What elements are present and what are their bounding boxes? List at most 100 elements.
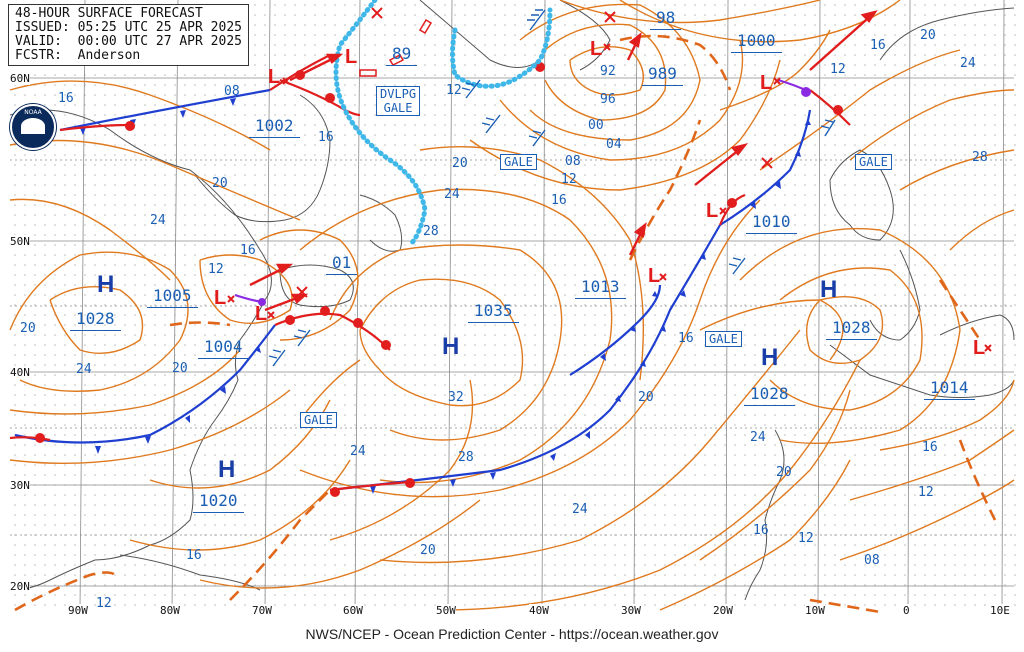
lon-label-90w: 90W [68,604,88,617]
warning-box-gale: GALE [300,412,337,428]
isobar-label: 20 [776,465,792,480]
forecast-header: 48-HOUR SURFACE FORECAST ISSUED: 05:25 UT… [8,4,249,66]
low-center-label: L [706,200,719,222]
isobar-label: 16 [922,440,938,455]
isobar-label: 20 [20,321,36,336]
isobar-label: 28 [423,224,439,239]
low-center-label: L [973,337,986,359]
warning-text: DVLPG [380,87,417,101]
low-pressure-value: 1004 [198,337,248,359]
isobar-label: 12 [918,485,934,500]
lon-label-0: 0 [903,604,910,617]
low-center-label: L [760,72,773,94]
lat-label-40n: 40N [10,366,30,379]
isobar-label: 16 [678,331,694,346]
coastlines [9,0,1015,601]
forecast-x-marks [296,7,773,298]
warning-box-gale: GALE [855,154,892,170]
isobar-label: 28 [458,450,474,465]
high-pressure-value: 1028 [744,384,794,406]
isobars [9,0,1015,611]
low-center-label: L [214,287,227,309]
isobar-label: 12 [208,262,224,277]
high-pressure-value: 1035 [468,301,518,323]
isobar-label: 16 [240,243,256,258]
high-center-label: H [820,276,838,303]
isobar-label: 24 [960,56,976,71]
isobar-label: 16 [186,548,202,563]
cold-fronts [14,88,812,492]
warning-box-gale: GALE [500,154,537,170]
lat-label-20n: 20N [10,580,30,593]
high-center-label: H [218,456,236,483]
isobar-label: 24 [572,502,588,517]
isobar-label: 08 [565,154,581,169]
warning-text: GALE [383,101,413,115]
low-pressure-value: 989 [642,64,683,86]
ice-edge [333,0,553,248]
warm-front-bumps [35,62,843,497]
isobar-label: 12 [446,83,462,98]
isobar-label: 32 [448,390,464,405]
lat-label-50n: 50N [10,235,30,248]
low-center-label: L [255,303,268,325]
low-center-label: L [268,66,281,88]
isobar-label: 24 [150,213,166,228]
forecast-title: 48-HOUR SURFACE FORECAST [15,6,203,21]
high-center-label: H [761,344,779,371]
footer-credit: NWS/NCEP - Ocean Prediction Center - htt… [305,626,719,642]
low-pressure-value: 89 [385,44,418,66]
wind-barbs [268,9,836,367]
lon-label-20w: 20W [713,604,733,617]
high-pressure-value: 1028 [826,318,876,340]
lon-label-80w: 80W [160,604,180,617]
low-pressure-value: 1002 [249,116,299,138]
isobar-label: 20 [172,361,188,376]
isobar-label: 20 [452,156,468,171]
isobar-label: 98 [649,8,682,30]
isobar-label: 24 [350,444,366,459]
high-pressure-value: 1028 [70,309,120,331]
isobar-label: 16 [318,130,334,145]
isobar-label: 20 [420,543,436,558]
isobar-label: 04 [606,137,622,152]
lon-label-70w: 70W [252,604,272,617]
high-center-label: H [442,333,460,360]
isobar-label: 24 [444,187,460,202]
low-center-label: L [345,46,358,68]
troughs [14,34,997,614]
isobar-label: 28 [972,150,988,165]
cold-front-teeth [80,98,811,494]
issued-time: ISSUED: 05:25 UTC 25 APR 2025 [15,20,242,35]
ice-edge-red [359,18,433,77]
isobar-label: 12 [561,172,577,187]
noaa-bird-icon [21,118,45,134]
isobar-label: 24 [76,362,92,377]
isobar-label: 00 [588,118,604,133]
noaa-logo-text: NOAA [24,109,42,116]
low-pressure-value: 1014 [924,378,974,400]
isobar-label: 20 [920,28,936,43]
forecaster-name: FCSTR: Anderson [15,48,141,63]
low-pressure-value: 1005 [147,286,197,308]
isobar-label: 16 [870,38,886,53]
lon-label-60w: 60W [343,604,363,617]
low-center-marks [227,43,992,352]
isobar-label: 12 [830,62,846,77]
lon-label-10w: 10W [805,604,825,617]
isobar-label: 24 [750,430,766,445]
isobar-label: 20 [212,176,228,191]
high-pressure-value: 1020 [193,491,243,513]
grid-dots [10,0,1016,610]
isobar-label: 20 [638,390,654,405]
low-pressure-value: 1000 [731,31,781,53]
low-pressure-value: 1010 [746,212,796,234]
lon-label-30w: 30W [621,604,641,617]
isobar-label: 16 [551,193,567,208]
lon-label-10e: 10E [990,604,1010,617]
warning-box-gale: GALE [705,331,742,347]
lat-label-30n: 30N [10,479,30,492]
isobar-label: 92 [600,64,616,79]
high-center-label: H [97,271,115,298]
